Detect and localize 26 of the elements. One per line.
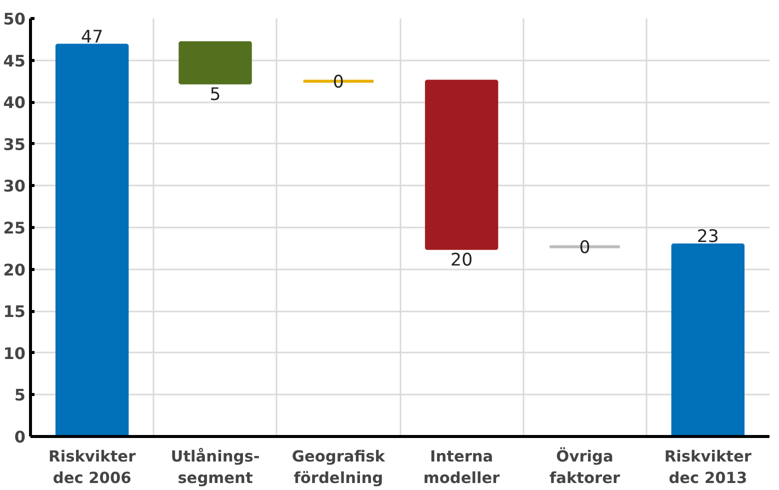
x-tick-label: Geografisk fördelning [292, 448, 386, 488]
y-tick-label: 25 [3, 218, 26, 238]
y-tick-label: 50 [3, 10, 26, 28]
y-tick-label: 15 [3, 302, 26, 322]
data-label: 5 [210, 84, 221, 105]
y-tick-label: 40 [3, 93, 26, 112]
y-tick-label: 0 [14, 428, 26, 446]
y-tick-label: 10 [3, 344, 26, 363]
x-tick-label: Utlånings- segment [170, 448, 260, 488]
bar [55, 44, 129, 436]
data-label: 23 [696, 227, 719, 248]
data-label: 0 [579, 238, 590, 258]
y-tick-label: 5 [14, 386, 26, 405]
x-tick-label: Riskvikter dec 2013 [664, 448, 752, 488]
x-tick-label: Övriga faktorer [549, 446, 620, 488]
y-tick-label: 30 [3, 176, 26, 196]
bar [178, 41, 252, 84]
data-label: 47 [81, 27, 104, 48]
y-tick-label: 45 [3, 51, 26, 70]
bar [424, 80, 498, 250]
x-tick-label: Riskvikter dec 2006 [48, 448, 136, 488]
bar [671, 244, 745, 436]
x-tick-label: Interna modeller [423, 448, 500, 488]
y-tick-label: 20 [3, 260, 26, 280]
y-tick-label: 35 [3, 134, 26, 154]
data-label: 20 [450, 250, 473, 270]
